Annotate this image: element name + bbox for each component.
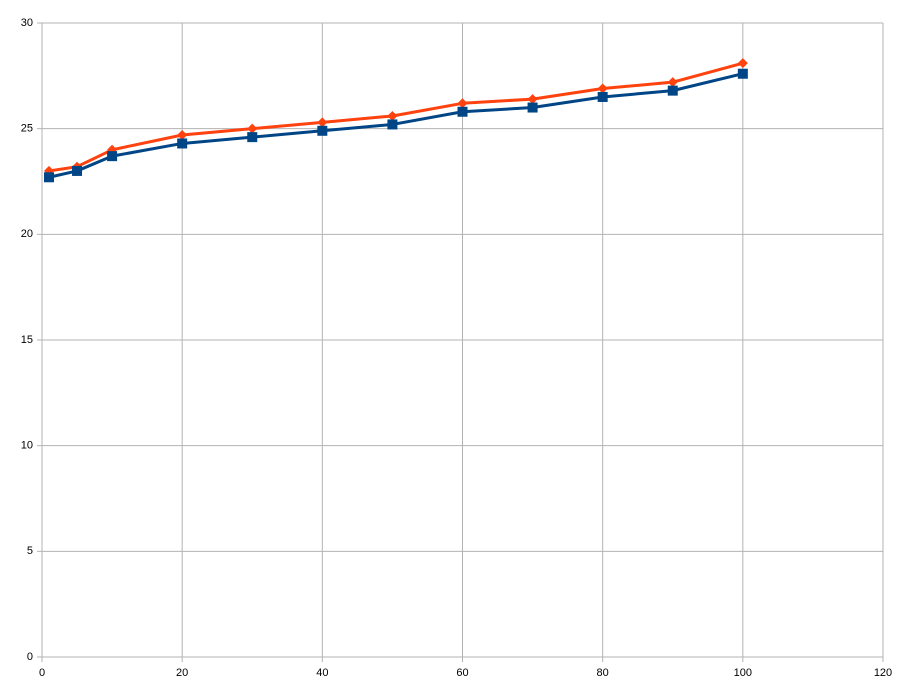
- marker: [44, 172, 55, 183]
- marker: [457, 98, 468, 109]
- x-tick-label: 60: [456, 667, 468, 679]
- series-line: [48, 61, 744, 173]
- marker: [527, 102, 538, 113]
- marker: [387, 119, 398, 130]
- y-tick-label: 10: [21, 440, 33, 452]
- marker: [107, 151, 118, 162]
- y-tick-label: 15: [21, 334, 33, 346]
- x-tick-label: 120: [874, 667, 892, 679]
- x-tick-label: 20: [176, 667, 188, 679]
- x-tick-label: 0: [39, 667, 45, 679]
- marker: [247, 123, 258, 134]
- y-tick-label: 0: [27, 651, 33, 663]
- marker: [177, 130, 188, 141]
- marker: [387, 110, 398, 121]
- marker: [317, 125, 328, 136]
- marker: [597, 91, 608, 102]
- marker: [737, 68, 748, 79]
- y-tick-label: 25: [21, 123, 33, 135]
- x-tick-label: 100: [734, 667, 752, 679]
- x-tick-label: 80: [597, 667, 609, 679]
- marker: [247, 132, 258, 143]
- marker: [667, 77, 678, 88]
- y-tick-label: 5: [27, 545, 33, 557]
- marker: [737, 58, 748, 69]
- y-tick-label: 30: [21, 17, 33, 29]
- marker: [317, 117, 328, 128]
- marker: [177, 138, 188, 149]
- marker: [457, 106, 468, 117]
- x-tick-label: 40: [316, 667, 328, 679]
- marker: [527, 94, 538, 105]
- series-line: [48, 72, 744, 179]
- marker: [72, 165, 83, 176]
- y-tick-label: 20: [21, 228, 33, 240]
- marker: [667, 85, 678, 96]
- marker: [597, 83, 608, 94]
